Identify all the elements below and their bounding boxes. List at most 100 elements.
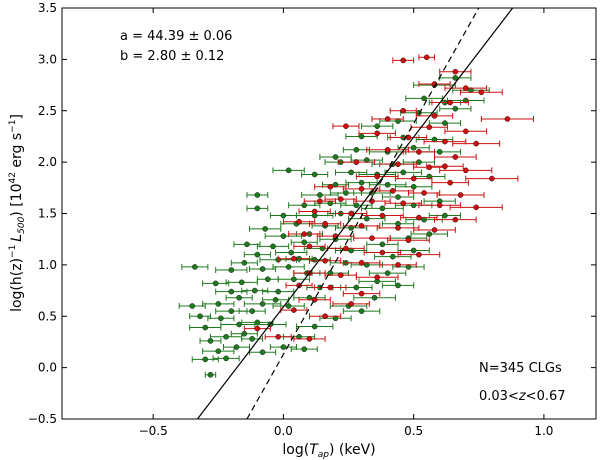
marker	[301, 239, 308, 246]
marker	[322, 257, 328, 264]
marker	[254, 251, 261, 258]
marker	[238, 279, 245, 286]
point-green-128	[439, 74, 472, 81]
point-green-52	[246, 205, 269, 212]
marker	[379, 249, 386, 256]
marker	[270, 243, 276, 250]
y-tick-label: 0.5	[38, 309, 57, 323]
point-red-24	[431, 179, 469, 186]
marker	[504, 116, 511, 122]
point-red-70	[426, 163, 464, 170]
axis-ticks: −0.5 0.0 0.5 1.0 −0.5 0.0 0.5 1.0 1.5 2.0 2.5 3.0 3.…	[28, 1, 596, 438]
marker	[478, 89, 485, 96]
marker	[353, 284, 360, 291]
point-green-81	[439, 105, 472, 112]
marker	[311, 256, 318, 263]
z-range-var: z	[518, 389, 527, 404]
marker	[291, 255, 297, 262]
marker	[296, 333, 302, 340]
marker	[426, 164, 433, 171]
point-red-29	[407, 189, 441, 196]
point-green-112	[178, 302, 206, 309]
point-green-114	[189, 313, 211, 320]
marker	[280, 344, 287, 350]
point-red-14	[452, 140, 501, 147]
y-tick-label: 1.0	[38, 258, 57, 272]
marker	[228, 267, 235, 273]
point-red-17	[433, 153, 477, 160]
point-green-51	[348, 215, 386, 222]
marker	[202, 356, 209, 363]
marker	[436, 149, 443, 155]
y-title-units: erg s	[9, 133, 25, 172]
marker	[358, 308, 365, 314]
point-red-25	[465, 175, 519, 182]
marker	[384, 116, 391, 122]
point-red-51	[363, 249, 402, 256]
annotation-a: a = 44.39 ± 0.06	[120, 29, 232, 44]
point-red-40	[433, 216, 477, 223]
point-green-106	[423, 198, 456, 205]
marker	[410, 144, 417, 151]
point-red-26	[314, 183, 347, 190]
point-green-37	[256, 243, 290, 250]
point-red-1	[392, 57, 415, 64]
marker	[223, 355, 229, 362]
marker	[348, 210, 354, 217]
y-title-mid: ) [10	[9, 183, 25, 216]
marker	[254, 325, 261, 332]
annotation-n: N=345 CLGs	[479, 361, 562, 376]
y-tick-label: 2.0	[38, 155, 57, 169]
marker	[442, 212, 448, 219]
marker	[358, 133, 365, 140]
marker	[400, 200, 407, 207]
marker	[259, 349, 266, 356]
marker	[395, 118, 401, 124]
marker	[327, 200, 334, 207]
x-tick-label: 0.5	[404, 424, 423, 438]
marker	[337, 272, 344, 278]
marker	[215, 301, 222, 307]
marker	[241, 330, 248, 337]
y-title-exp: 42	[8, 172, 18, 183]
marker	[353, 159, 360, 165]
point-green-117	[269, 344, 297, 351]
marker	[395, 194, 401, 200]
marker	[442, 120, 448, 126]
x-tick-label: −0.5	[139, 424, 168, 438]
marker	[423, 54, 430, 61]
y-title-var: L	[9, 234, 25, 242]
marker	[228, 308, 235, 314]
point-green-68	[413, 173, 446, 180]
y-tick-label: 3.0	[38, 52, 57, 66]
point-red-8	[415, 112, 454, 119]
point-green-57	[301, 192, 339, 199]
marker	[291, 307, 297, 313]
marker	[249, 308, 255, 314]
point-green-23	[202, 280, 230, 287]
marker	[272, 297, 279, 303]
point-green-115	[249, 349, 277, 356]
point-green-17	[225, 294, 253, 301]
marker	[431, 227, 438, 233]
point-red-67	[243, 325, 271, 332]
marker	[218, 315, 224, 322]
marker	[447, 99, 453, 106]
marker	[452, 105, 459, 112]
point-red-16	[402, 148, 435, 155]
x-tick-label: 0.0	[274, 424, 293, 438]
marker	[400, 57, 407, 64]
point-red-4	[444, 85, 488, 92]
point-red-47	[353, 235, 391, 242]
marker	[384, 146, 391, 153]
x-title-sub: ap	[318, 450, 330, 460]
point-red-10	[332, 123, 360, 130]
point-green-29	[272, 263, 305, 270]
point-green-44	[249, 225, 282, 232]
point-green-34	[243, 251, 271, 258]
point-red-35	[449, 204, 503, 211]
point-green-121	[301, 171, 329, 178]
point-green-97	[374, 253, 412, 260]
point-red-0	[418, 54, 435, 61]
point-red-69	[293, 335, 326, 342]
